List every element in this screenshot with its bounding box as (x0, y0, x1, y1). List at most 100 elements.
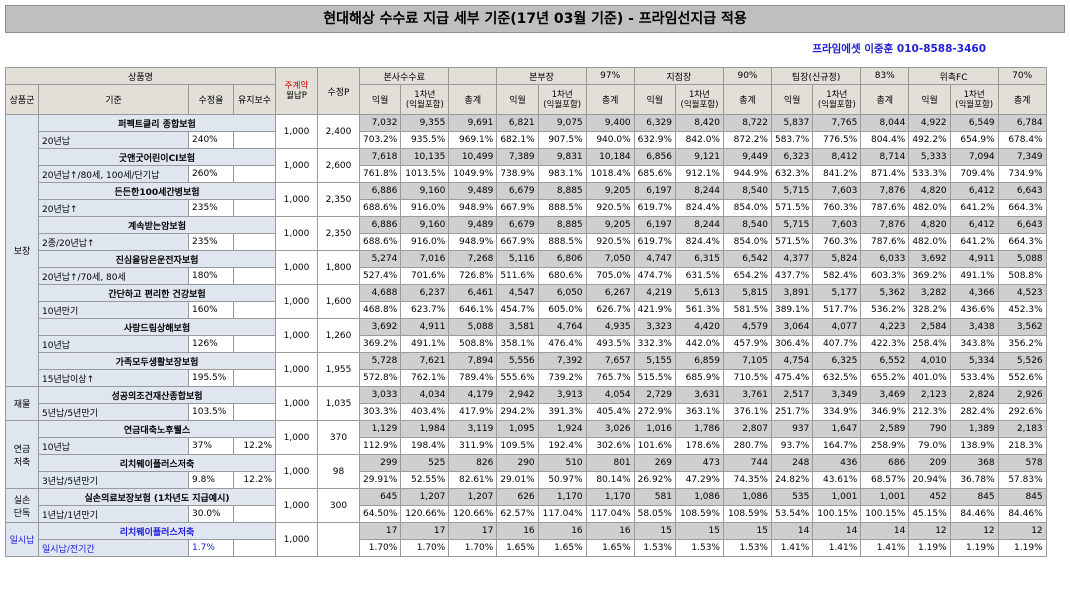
fee-percent: 29.91% (358, 471, 402, 489)
fee-value: 9,160 (400, 216, 450, 234)
fee-value: 7,105 (722, 352, 772, 370)
fee-percent: 100.15% (812, 505, 862, 523)
fee-value: 3,581 (496, 318, 539, 336)
fee-percent: 536.2% (860, 301, 910, 319)
page-title: 현대해상 수수료 지급 세부 기준(17년 03월 기준) - 프라임선지급 적… (5, 5, 1065, 33)
fee-value: 6,552 (860, 352, 910, 370)
fee-percent: 682.1% (496, 131, 539, 149)
fee-value: 4,054 (585, 386, 635, 404)
fee-value: 4,747 (633, 250, 676, 268)
fee-percent: 120.66% (400, 505, 450, 523)
table-row: 20년납↑/80세, 100세/단기납 260% 761.8% 1013.5% 1049… (6, 165, 1047, 183)
fee-percent: 442.0% (674, 335, 724, 353)
fee-percent: 1.70% (358, 539, 402, 557)
fee-percent: 1.41% (770, 539, 814, 557)
fee-percent: 491.1% (400, 335, 450, 353)
main-contract-premium: 1,000 (275, 318, 318, 353)
fee-value: 3,891 (770, 284, 814, 302)
fee-value: 7,016 (400, 250, 450, 268)
fee-percent: 311.9% (448, 437, 498, 455)
fee-value: 17 (358, 522, 402, 540)
fee-value: 3,033 (358, 386, 402, 404)
fee-percent: 515.5% (633, 369, 676, 387)
fee-value: 626 (496, 488, 539, 506)
fee-percent: 626.7% (585, 301, 635, 319)
subheader-total: 총계 (997, 84, 1047, 115)
table-row: 재물 성공의조건재산종합보험 1,000 1,035 3,033 4,034 4,179 2,… (5, 386, 1047, 421)
header-rate: 수정율 (188, 84, 234, 115)
fee-value: 1,389 (949, 420, 999, 438)
fee-value: 17 (448, 522, 498, 540)
fee-percent: 346.9% (860, 403, 910, 421)
table-row: 10년납 37% 12.2% 112.9% 198.4% 311.9% 109.5% 192.… (6, 437, 1047, 455)
fee-value: 3,323 (633, 318, 676, 336)
fee-value: 6,267 (585, 284, 635, 302)
fee-percent: 491.1% (949, 267, 999, 285)
table-row: 실손 단독 실손의료보장보험 (1차년도 지급예시) 1,000 300 645 1,20… (5, 488, 1047, 523)
fee-percent: 482.0% (908, 233, 951, 251)
fee-percent: 709.4% (949, 165, 999, 183)
fee-value: 7,050 (585, 250, 635, 268)
product-name: 굿앤굿어린이CI보험 (38, 148, 276, 166)
group-cell: 연금 저축 (5, 420, 39, 489)
fee-percent: 475.4% (770, 369, 814, 387)
product-rate: 1.7% (188, 539, 234, 557)
fee-percent: 108.59% (722, 505, 772, 523)
fee-value: 6,784 (997, 114, 1047, 132)
fee-value: 535 (770, 488, 814, 506)
product-criteria: 5년납/5년만기 (38, 403, 189, 421)
fee-percent: 100.15% (860, 505, 910, 523)
fee-value: 3,761 (722, 386, 772, 404)
fee-value: 5,613 (674, 284, 724, 302)
fee-percent: 334.9% (812, 403, 862, 421)
fee-value: 7,876 (860, 182, 910, 200)
fee-percent: 935.5% (400, 131, 450, 149)
product-maintain (233, 131, 276, 149)
fee-value: 1,170 (537, 488, 587, 506)
fee-value: 6,679 (496, 216, 539, 234)
table-body: 보장 퍼펙트클리 종합보험 1,000 2,400 7,032 9,355 9,691 6,8… (5, 114, 1047, 557)
product-name: 실손의료보장보험 (1차년도 지급예시) (38, 488, 276, 506)
main-contract-premium: 1,000 (275, 454, 318, 489)
product-maintain (233, 505, 276, 523)
main-contract-premium: 1,000 (275, 216, 318, 251)
fee-value: 15 (722, 522, 772, 540)
fee-value: 8,722 (722, 114, 772, 132)
fee-percent: 533.4% (949, 369, 999, 387)
fee-percent: 476.4% (537, 335, 587, 353)
fee-percent: 178.6% (674, 437, 724, 455)
section-director-pct: 97% (585, 67, 635, 85)
section-fc-name: 위촉FC (908, 67, 999, 85)
fee-value: 12 (908, 522, 951, 540)
adjusted-premium: 300 (317, 488, 360, 523)
fee-value: 5,824 (812, 250, 862, 268)
subheader-first-year-line2: (익월포함) (817, 99, 856, 110)
table-row: 가족모두생활보장보험 1,000 1,955 5,728 7,621 7,894 5,556… (6, 352, 1047, 387)
fee-value: 8,244 (674, 182, 724, 200)
subheader-total: 총계 (585, 84, 635, 115)
fee-percent: 437.7% (770, 267, 814, 285)
fee-value: 8,714 (860, 148, 910, 166)
fee-percent: 74.35% (722, 471, 772, 489)
fee-value: 4,366 (949, 284, 999, 302)
fee-value: 3,469 (860, 386, 910, 404)
product-name: 간단하고 편리한 건강보험 (38, 284, 276, 302)
fee-value: 7,032 (358, 114, 402, 132)
product-criteria: 20년납↑/70세, 80세 (38, 267, 189, 285)
fee-value: 7,603 (812, 182, 862, 200)
fee-percent: 369.2% (358, 335, 402, 353)
fee-value: 525 (400, 454, 450, 472)
fee-value: 14 (812, 522, 862, 540)
adjusted-premium: 1,800 (317, 250, 360, 285)
table-row: 일시납 리치웨이플러스저축 1,000 17 17 17 16 16 16 15 15 15 14 14 1… (5, 522, 1047, 557)
fee-percent: 641.2% (949, 199, 999, 217)
product-criteria: 20년납↑/80세, 100세/단기납 (38, 165, 189, 183)
fee-percent: 983.1% (537, 165, 587, 183)
fee-value: 10,499 (448, 148, 498, 166)
fee-percent: 422.3% (860, 335, 910, 353)
product-name: 리치웨이플러스저축 (38, 454, 276, 472)
fee-percent: 47.29% (674, 471, 724, 489)
header-main-contract-line1: 주계약 (284, 81, 309, 91)
fee-percent: 508.8% (997, 267, 1047, 285)
fee-percent: 1.41% (860, 539, 910, 557)
